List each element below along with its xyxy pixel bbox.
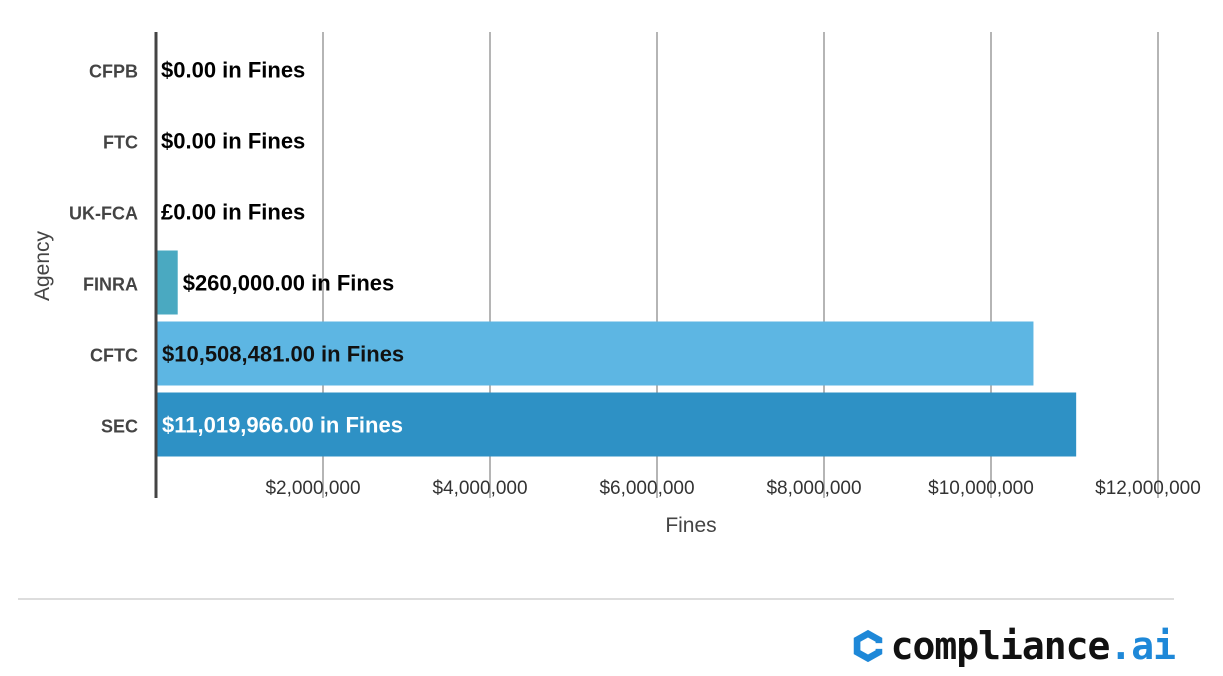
bar-finra [156,250,178,315]
compliance-ai-logo-icon [853,629,884,663]
y-axis-title: Agency [31,230,54,301]
category-label-uk-fca: UK-FCA [69,204,138,224]
bars [156,250,1077,457]
x-tick-label-1: $4,000,000 [432,478,527,499]
x-tick-label-0: $2,000,000 [265,478,360,499]
x-tick-label-2: $6,000,000 [599,478,694,499]
compliance-ai-logo: compliance.ai [849,622,1176,670]
x-axis-title: Fines [665,514,716,537]
data-label-ftc: $0.00 in Fines [161,129,305,154]
data-label-uk-fca: £0.00 in Fines [161,200,305,225]
category-labels: CFPB FTC UK-FCA FINRA CFTC SEC [69,62,138,437]
x-tick-label-3: $8,000,000 [766,478,861,499]
data-label-sec: $11,019,966.00 in Fines [162,413,403,438]
data-label-cftc: $10,508,481.00 in Fines [162,342,404,367]
x-tick-labels: $2,000,000 $4,000,000 $6,000,000 $8,000,000… [265,478,1200,499]
category-label-cftc: CFTC [90,346,138,366]
category-label-cfpb: CFPB [89,62,138,82]
x-tick-label-4: $10,000,000 [928,478,1034,499]
category-label-ftc: FTC [103,133,138,153]
x-tick-label-5: $12,000,000 [1095,478,1201,499]
data-labels: $0.00 in Fines $0.00 in Fines £0.00 in Fin… [161,58,404,438]
logo-accent: .ai [1109,624,1176,668]
logo-text: compliance.ai [890,622,1176,670]
data-label-finra: $260,000.00 in Fines [183,271,395,296]
category-label-finra: FINRA [83,275,138,295]
fines-bar-chart: CFPB FTC UK-FCA FINRA CFTC SEC $2,000,000 $4,0… [31,32,1201,537]
logo-word: compliance [890,624,1111,668]
category-label-sec: SEC [101,417,138,437]
bar-cftc [156,321,1034,386]
footer-divider [18,598,1174,600]
data-label-cfpb: $0.00 in Fines [161,58,305,83]
bar-sec [156,392,1077,457]
